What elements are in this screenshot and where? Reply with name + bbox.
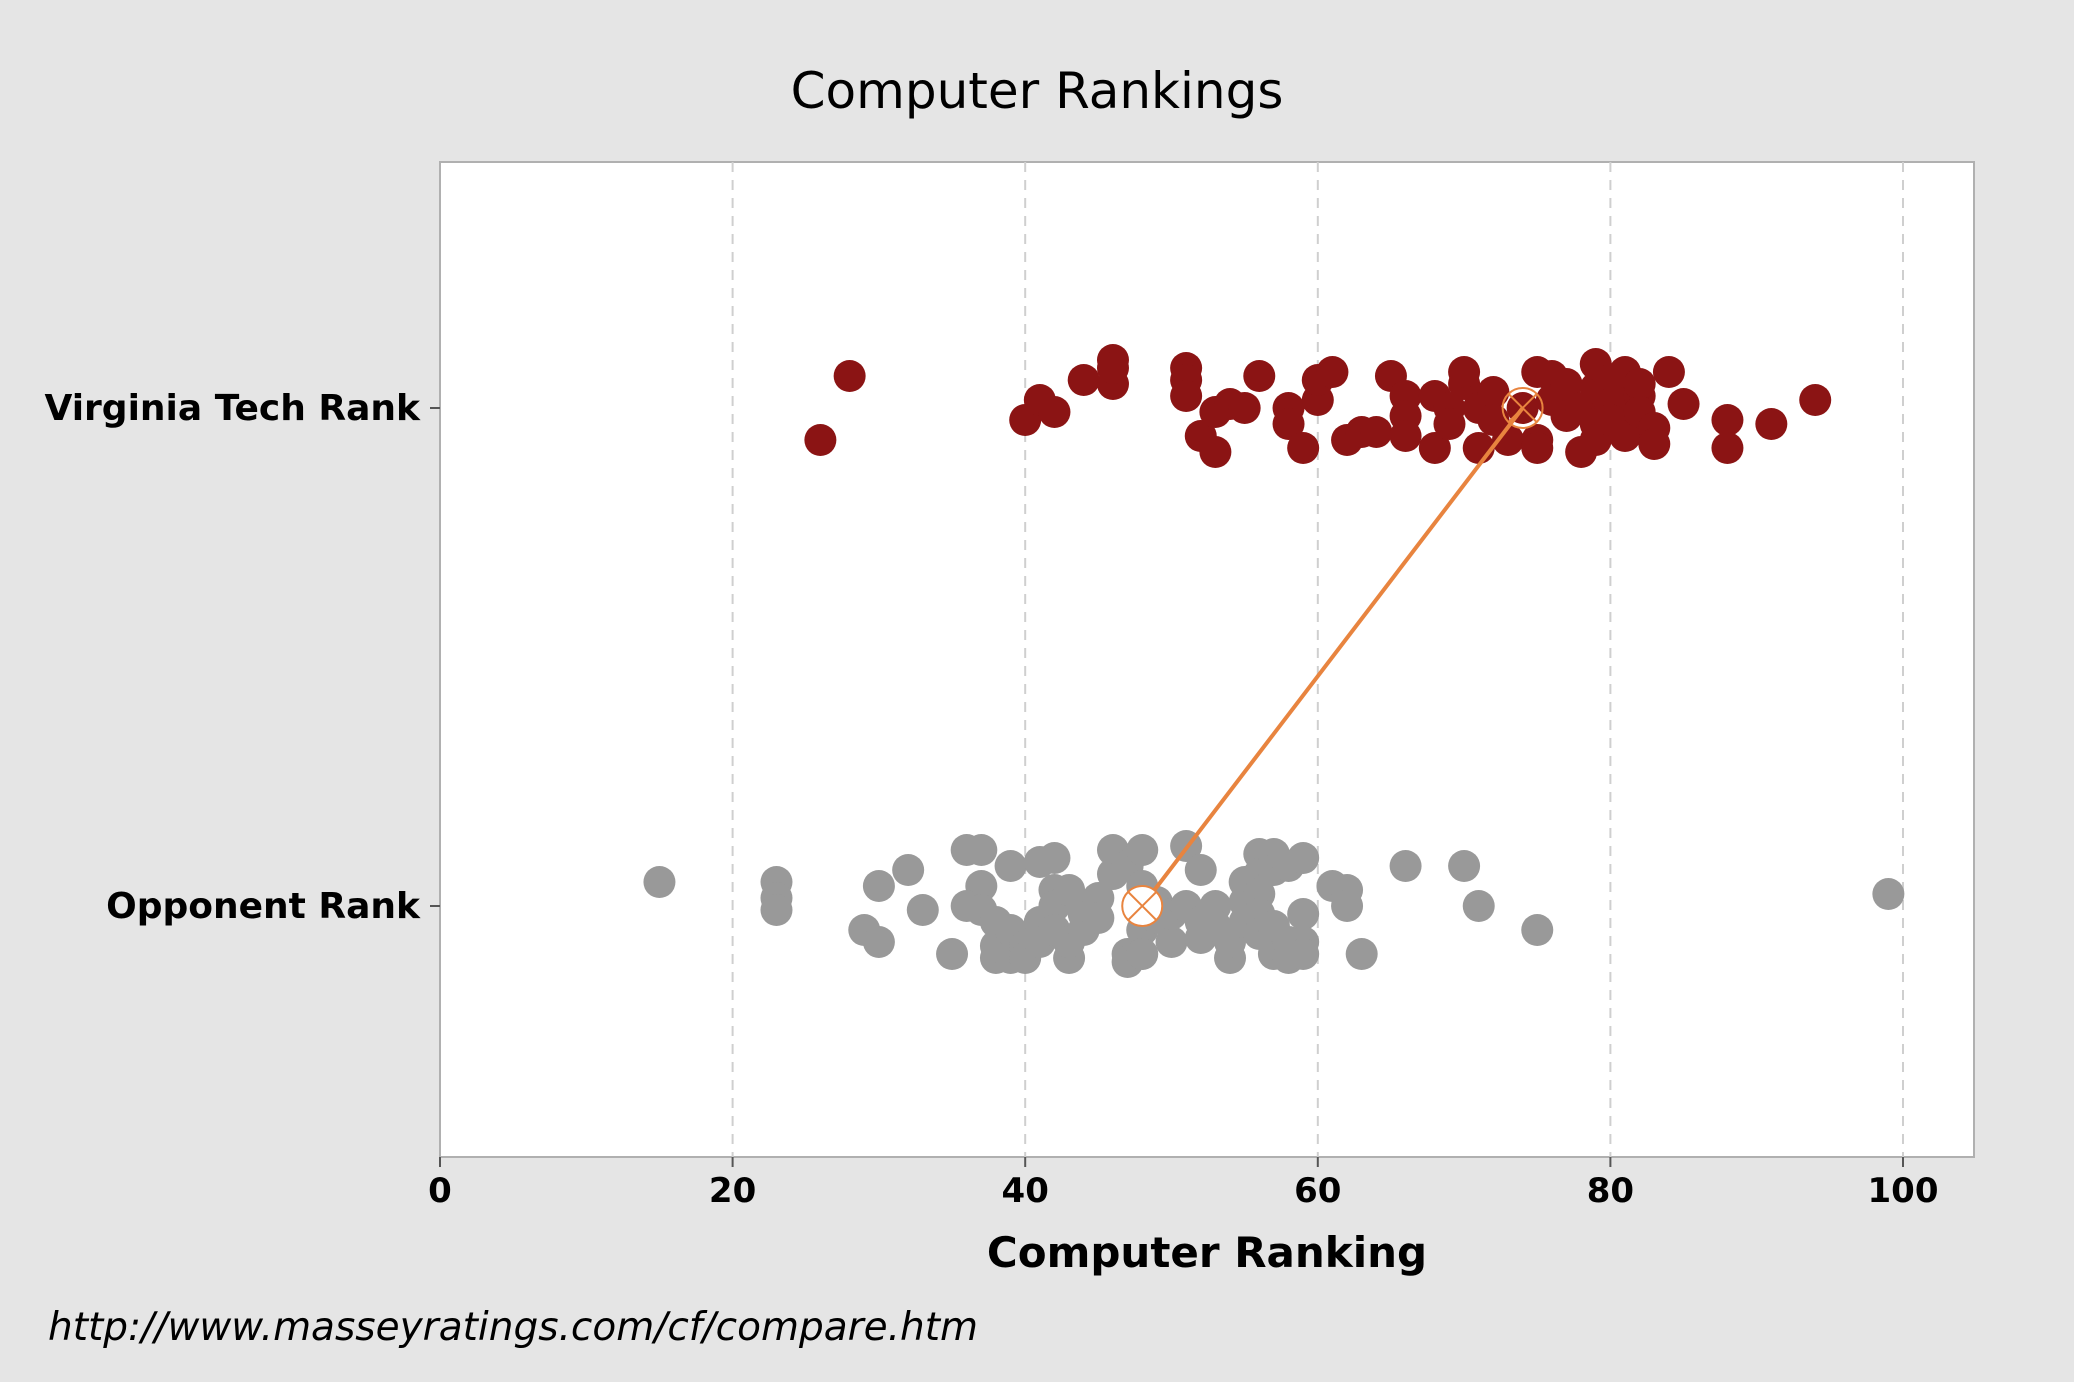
vt-rank-point: [1550, 368, 1583, 400]
opponent-rank-point: [1184, 854, 1217, 886]
vt-rank-point: [1228, 392, 1261, 424]
vt-rank-point: [1755, 408, 1788, 440]
opponent-rank-point: [1448, 850, 1481, 882]
opponent-rank-point: [994, 850, 1027, 882]
vt-rank-point: [1316, 356, 1349, 388]
vt-rank-point: [1448, 356, 1481, 388]
vt-rank-point: [1477, 376, 1510, 408]
vt-rank-point: [1038, 396, 1071, 428]
vt-rank-point: [1652, 356, 1685, 388]
x-tick-label: 20: [709, 1171, 756, 1211]
opponent-rank-point: [1082, 902, 1115, 934]
category-label: Opponent Rank: [106, 886, 421, 927]
opponent-rank-point: [1521, 914, 1554, 946]
opponent-rank-point: [1872, 878, 1905, 910]
mean-line: [1140, 406, 1525, 908]
category-label: Virginia Tech Rank: [44, 388, 421, 429]
vt-rank-point: [1609, 420, 1642, 452]
vt-rank-point: [1638, 428, 1671, 460]
vt-rank-point: [1711, 404, 1744, 436]
vt-mean-cross: [1507, 393, 1538, 423]
vt-rank-point: [1491, 424, 1524, 456]
x-axis-title: Computer Ranking: [987, 1228, 1427, 1277]
vt-rank-point: [1096, 352, 1129, 384]
x-tick-label: 80: [1587, 1171, 1634, 1211]
opponent-rank-point: [1345, 938, 1378, 970]
opponent-rank-point: [1126, 834, 1159, 866]
vt-rank-point: [1711, 432, 1744, 464]
opponent-rank-point: [862, 870, 895, 902]
opponent-mean-cross: [1127, 891, 1157, 921]
x-tick-label: 100: [1868, 1171, 1939, 1211]
vt-rank-point: [1170, 380, 1203, 412]
opponent-rank-point: [1331, 890, 1364, 922]
source-url-note: http://www.masseyratings.com/cf/compare.…: [48, 1305, 979, 1350]
vt-rank-point: [1521, 432, 1554, 464]
vt-rank-point: [1360, 416, 1393, 448]
opponent-rank-point: [1462, 890, 1495, 922]
opponent-rank-point: [1389, 850, 1422, 882]
x-tick-label: 60: [1294, 1171, 1341, 1211]
plot-area: [439, 161, 1975, 1158]
mean-connect-line: [1121, 387, 1544, 927]
y-axis: Virginia Tech Rank Opponent Rank: [44, 388, 440, 927]
opponent-rank-point: [906, 894, 939, 926]
vt-rank-point: [1287, 432, 1320, 464]
opponent-rank-point: [760, 894, 793, 926]
vt-rank-point: [1272, 408, 1305, 440]
chart-title: Computer Rankings: [790, 62, 1284, 120]
vt-rank-point: [1799, 384, 1832, 416]
vt-rank-point: [1067, 364, 1100, 396]
opponent-rank-point: [1155, 926, 1188, 958]
opponent-rank-point: [1053, 874, 1086, 906]
vt-rank-point: [1243, 360, 1276, 392]
opponent-rank-point: [1287, 938, 1320, 970]
vt-mean-marker: [1501, 387, 1544, 429]
vt-rank-point: [1623, 368, 1656, 400]
opponent-rank-point: [862, 926, 895, 958]
vt-rank-point: [1418, 432, 1451, 464]
data-points: [643, 344, 1905, 978]
vt-rank-point: [1199, 436, 1232, 468]
vt-rank-point: [1667, 388, 1700, 420]
opponent-rank-point: [1126, 938, 1159, 970]
x-tick-label: 0: [428, 1171, 452, 1211]
vt-rank-point: [1389, 420, 1422, 452]
opponent-rank-point: [1038, 842, 1071, 874]
opponent-rank-point: [1287, 898, 1320, 930]
opponent-rank-point: [892, 854, 925, 886]
opponent-rank-point: [643, 866, 676, 898]
grid-lines: [731, 162, 1904, 1157]
vt-rank-point: [1433, 408, 1466, 440]
opponent-rank-point: [936, 938, 969, 970]
x-tick-label: 40: [1002, 1171, 1049, 1211]
vt-rank-point: [804, 424, 837, 456]
opponent-rank-point: [1287, 842, 1320, 874]
x-axis: 0 20 40 60 80 100: [428, 1157, 1938, 1211]
opponent-rank-point: [965, 834, 998, 866]
vt-rank-point: [833, 360, 866, 392]
